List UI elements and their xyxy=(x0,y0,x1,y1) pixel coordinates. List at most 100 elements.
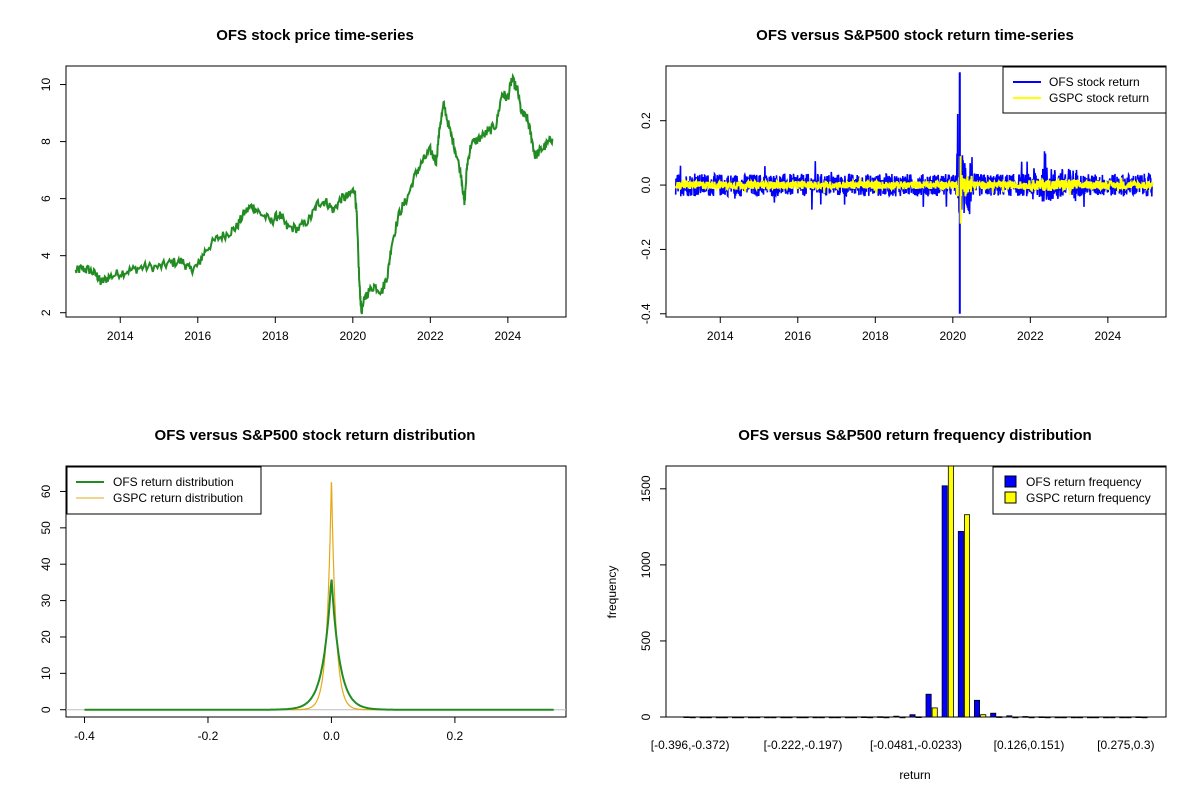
chart-2-y-tick-label-2: 0.0 xyxy=(639,176,653,193)
chart-3-x-tick-label-2: 0.0 xyxy=(323,729,340,743)
chart-2-y-tick-label-0: -0.4 xyxy=(639,303,653,324)
chart-4-bar-0-28 xyxy=(1135,716,1142,718)
chart-2-y-axis: -0.4 -0.2 0.0 0.2 xyxy=(639,112,666,324)
chart-3-x-tick-label-0: -0.4 xyxy=(74,729,95,743)
chart-2-x-tick-label-5: 2024 xyxy=(1095,329,1122,343)
chart-4-y-tick-label-2: 1000 xyxy=(639,551,653,578)
chart-1-x-tick-label-2: 2018 xyxy=(262,329,289,343)
chart-4-bar-1-12 xyxy=(883,716,890,719)
chart-4-bar-1-16 xyxy=(947,465,954,718)
chart-4-bar-0-19 xyxy=(990,712,997,718)
chart-4-x-tick-label-1: [-0.222,-0.197) xyxy=(764,738,843,752)
chart-1-y-tick-label-2: 6 xyxy=(39,195,53,202)
chart-4-legend-swatch-ofs xyxy=(1004,475,1017,488)
chart-2-x-tick-label-1: 2016 xyxy=(784,329,811,343)
chart-3-legend-label-gspc: GSPC return distribution xyxy=(113,491,243,505)
chart-2-x-tick-label-3: 2020 xyxy=(939,329,966,343)
chart-3-y-axis: 0 10 20 30 40 50 60 xyxy=(39,484,66,713)
chart-4-bar-1-11 xyxy=(867,716,874,719)
chart-3-y-tick-label-4: 40 xyxy=(39,557,53,571)
chart-4-bar-1-1 xyxy=(705,716,712,719)
chart-3-legend-box xyxy=(66,466,262,515)
chart-2-x-axis: 2014 2016 2018 2020 2022 2024 xyxy=(707,317,1122,343)
chart-4-bar-0-12 xyxy=(877,716,884,718)
chart-1-y-axis: 2 4 6 8 10 xyxy=(39,78,66,316)
chart-4-bar-1-3 xyxy=(738,716,745,719)
chart-2-title: OFS versus S&P500 stock return time-seri… xyxy=(756,27,1074,44)
chart-4-series xyxy=(683,465,1148,719)
chart-4-bar-1-5 xyxy=(770,716,777,719)
chart-4-bar-0-11 xyxy=(861,716,868,718)
chart-4-x-tick-label-3: [0.126,0.151) xyxy=(994,738,1065,752)
chart-3-y-tick-label-3: 30 xyxy=(39,594,53,608)
chart-3-series xyxy=(66,482,566,711)
chart-1-series-line xyxy=(74,72,554,315)
chart-4-legend-box xyxy=(992,466,1167,515)
chart-4-bar-1-8 xyxy=(818,716,825,719)
chart-3-plot-box xyxy=(65,465,567,718)
chart-1-series xyxy=(74,72,554,315)
chart-4-bar-1-13 xyxy=(899,716,906,719)
chart-4-x-axis: [-0.396,-0.372) [-0.222,-0.197) [-0.0481,-… xyxy=(651,738,1155,752)
chart-1-x-tick-label-0: 2014 xyxy=(107,329,134,343)
chart-3-legend-label-ofs: OFS return distribution xyxy=(113,475,234,489)
chart-4-bar-0-14 xyxy=(909,714,916,718)
chart-3-y-tick-label-0: 0 xyxy=(39,706,53,713)
chart-4-bar-1-17 xyxy=(964,514,971,718)
chart-4-bar-0-15 xyxy=(925,693,932,718)
chart-3-x-axis: -0.4 -0.2 0.0 0.2 xyxy=(74,717,464,743)
chart-4-legend-label-ofs: OFS return frequency xyxy=(1026,475,1141,489)
chart-4-bar-0-13 xyxy=(893,715,900,718)
chart-4-y-axis-label: frequency xyxy=(605,566,619,619)
chart-4-bar-1-20 xyxy=(1012,716,1019,719)
chart-3-series-1-line xyxy=(251,482,387,711)
chart-4-bar-0-26 xyxy=(1103,716,1110,719)
chart-1-x-tick-label-3: 2020 xyxy=(339,329,366,343)
chart-4-bar-0-0 xyxy=(683,716,690,718)
chart-4-bar-0-24 xyxy=(1070,716,1077,719)
chart-2-plot-box xyxy=(665,65,1167,318)
chart-2-x-tick-label-4: 2022 xyxy=(1017,329,1044,343)
chart-4-bar-0-23 xyxy=(1054,716,1061,719)
chart-4-bar-1-10 xyxy=(851,716,858,719)
chart-4-bar-0-16 xyxy=(941,485,948,718)
chart-1-x-axis: 2014 2016 2018 2020 2022 2024 xyxy=(107,317,522,343)
chart-3-legend: OFS return distribution GSPC return dist… xyxy=(66,466,262,515)
chart-4-bar-1-4 xyxy=(754,716,761,719)
chart-3-x-tick-label-1: -0.2 xyxy=(198,729,219,743)
chart-4-bar-0-8 xyxy=(812,716,819,719)
chart-4-x-tick-label-0: [-0.396,-0.372) xyxy=(651,738,730,752)
chart-4-x-axis-label: return xyxy=(899,768,930,782)
chart-1-y-tick-label-1: 4 xyxy=(39,252,53,259)
chart-3-title: OFS versus S&P500 stock return distribut… xyxy=(155,427,476,444)
chart-4-bar-1-23 xyxy=(1060,716,1067,719)
chart-2-series xyxy=(674,72,1154,314)
chart-4-bar-0-18 xyxy=(974,699,981,718)
chart-4-bar-1-18 xyxy=(980,714,987,718)
chart-4-bar-1-22 xyxy=(1044,716,1051,719)
chart-4-bar-0-1 xyxy=(699,716,706,719)
chart-1-x-tick-label-1: 2016 xyxy=(184,329,211,343)
chart-4-bar-0-2 xyxy=(715,716,722,719)
chart-4-bar-0-6 xyxy=(780,716,787,719)
chart-4-legend: OFS return frequency GSPC return frequen… xyxy=(992,466,1167,515)
chart-2-series-1-line xyxy=(674,156,1154,197)
chart-4-bar-1-21 xyxy=(1028,716,1035,719)
chart-4-bar-1-25 xyxy=(1093,716,1100,719)
chart-3-y-tick-label-5: 50 xyxy=(39,521,53,535)
chart-4-bar-1-9 xyxy=(834,716,841,719)
chart-3-y-tick-label-1: 10 xyxy=(39,666,53,680)
chart-4-bar-1-6 xyxy=(786,716,793,719)
chart-2-y-tick-label-1: -0.2 xyxy=(639,239,653,260)
chart-4-legend-label-gspc: GSPC return frequency xyxy=(1026,491,1151,505)
chart-4-y-axis: 0 500 1000 1500 xyxy=(639,475,666,720)
chart-4-bar-1-15 xyxy=(931,707,938,718)
chart-3-series-0-line xyxy=(84,579,554,711)
chart-4-bar-0-10 xyxy=(844,716,851,719)
chart-4-bar-1-19 xyxy=(996,716,1003,718)
chart-4-bar-0-17 xyxy=(957,531,964,718)
chart-4-bar-1-0 xyxy=(689,716,696,719)
chart-1-title: OFS stock price time-series xyxy=(216,27,414,44)
chart-4-legend-swatch-gspc xyxy=(1004,491,1017,504)
chart-4-x-tick-label-2: [-0.0481,-0.0233) xyxy=(870,738,962,752)
